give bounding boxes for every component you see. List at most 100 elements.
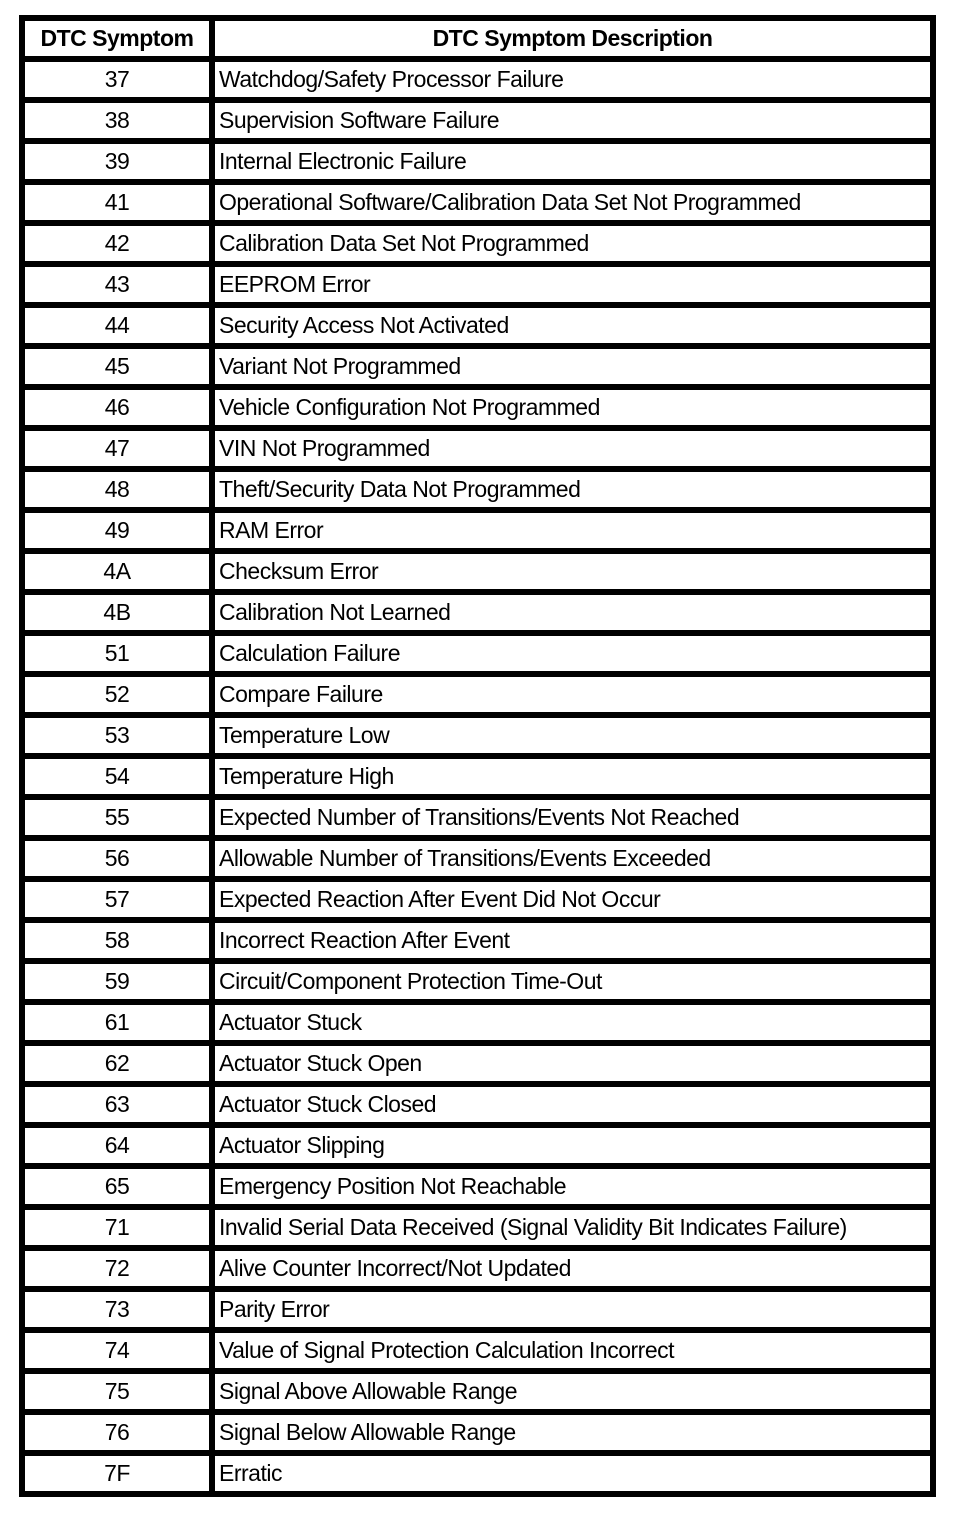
dtc-symptom-description: Compare Failure bbox=[209, 671, 936, 718]
table-row: 49 RAM Error bbox=[19, 507, 936, 554]
dtc-symptom-description: Allowable Number of Transitions/Events E… bbox=[209, 835, 936, 882]
dtc-symptom-description: Watchdog/Safety Processor Failure bbox=[209, 56, 936, 103]
table-row: 38 Supervision Software Failure bbox=[19, 97, 936, 144]
table-row: 53 Temperature Low bbox=[19, 712, 936, 759]
table-row: 45 Variant Not Programmed bbox=[19, 343, 936, 390]
dtc-symptom-description: Actuator Stuck bbox=[209, 999, 936, 1046]
table-row: 41 Operational Software/Calibration Data … bbox=[19, 179, 936, 226]
dtc-symptom-code: 54 bbox=[19, 753, 215, 800]
dtc-symptom-description: RAM Error bbox=[209, 507, 936, 554]
dtc-symptom-code: 76 bbox=[19, 1409, 215, 1456]
dtc-symptom-code: 57 bbox=[19, 876, 215, 923]
dtc-symptom-description: Actuator Stuck Closed bbox=[209, 1081, 936, 1128]
table-row: 4A Checksum Error bbox=[19, 548, 936, 595]
dtc-symptom-code: 49 bbox=[19, 507, 215, 554]
dtc-symptom-code: 45 bbox=[19, 343, 215, 390]
table-header-row: DTC Symptom DTC Symptom Description bbox=[19, 15, 936, 62]
table-row: 75 Signal Above Allowable Range bbox=[19, 1368, 936, 1415]
table-row: 48 Theft/Security Data Not Programmed bbox=[19, 466, 936, 513]
dtc-symptom-code: 4B bbox=[19, 589, 215, 636]
table-body: 37 Watchdog/Safety Processor Failure 38 Sup… bbox=[19, 56, 936, 1497]
table-row: 63 Actuator Stuck Closed bbox=[19, 1081, 936, 1128]
dtc-symptom-code: 42 bbox=[19, 220, 215, 267]
dtc-symptom-description: Supervision Software Failure bbox=[209, 97, 936, 144]
dtc-symptom-code: 58 bbox=[19, 917, 215, 964]
table-row: 76 Signal Below Allowable Range bbox=[19, 1409, 936, 1456]
table-row: 54 Temperature High bbox=[19, 753, 936, 800]
dtc-symptom-code: 61 bbox=[19, 999, 215, 1046]
dtc-symptom-description: Circuit/Component Protection Time-Out bbox=[209, 958, 936, 1005]
dtc-symptom-code: 74 bbox=[19, 1327, 215, 1374]
column-header-dtc-symptom: DTC Symptom bbox=[19, 15, 215, 62]
table-row: 61 Actuator Stuck bbox=[19, 999, 936, 1046]
dtc-symptom-description: Operational Software/Calibration Data Se… bbox=[209, 179, 936, 226]
dtc-symptom-description: Emergency Position Not Reachable bbox=[209, 1163, 936, 1210]
table-row: 52 Compare Failure bbox=[19, 671, 936, 718]
table-row: 56 Allowable Number of Transitions/Events… bbox=[19, 835, 936, 882]
dtc-symptom-description: Temperature Low bbox=[209, 712, 936, 759]
dtc-symptom-description: Vehicle Configuration Not Programmed bbox=[209, 384, 936, 431]
dtc-symptom-code: 37 bbox=[19, 56, 215, 103]
dtc-symptom-table: DTC Symptom DTC Symptom Description 37 Wa… bbox=[19, 15, 936, 1497]
dtc-symptom-description: Checksum Error bbox=[209, 548, 936, 595]
dtc-symptom-code: 62 bbox=[19, 1040, 215, 1087]
table-row: 74 Value of Signal Protection Calculation… bbox=[19, 1327, 936, 1374]
dtc-symptom-code: 75 bbox=[19, 1368, 215, 1415]
dtc-symptom-description: Theft/Security Data Not Programmed bbox=[209, 466, 936, 513]
dtc-symptom-code: 73 bbox=[19, 1286, 215, 1333]
dtc-symptom-code: 72 bbox=[19, 1245, 215, 1292]
dtc-symptom-description: Expected Number of Transitions/Events No… bbox=[209, 794, 936, 841]
dtc-symptom-code: 4A bbox=[19, 548, 215, 595]
dtc-symptom-description: Temperature High bbox=[209, 753, 936, 800]
dtc-symptom-description: Internal Electronic Failure bbox=[209, 138, 936, 185]
dtc-symptom-description: Expected Reaction After Event Did Not Oc… bbox=[209, 876, 936, 923]
table-row: 58 Incorrect Reaction After Event bbox=[19, 917, 936, 964]
table-row: 37 Watchdog/Safety Processor Failure bbox=[19, 56, 936, 103]
dtc-symptom-code: 7F bbox=[19, 1450, 215, 1497]
table-row: 59 Circuit/Component Protection Time-Out bbox=[19, 958, 936, 1005]
table-row: 47 VIN Not Programmed bbox=[19, 425, 936, 472]
dtc-symptom-description: Incorrect Reaction After Event bbox=[209, 917, 936, 964]
table-row: 72 Alive Counter Incorrect/Not Updated bbox=[19, 1245, 936, 1292]
dtc-symptom-description: Calibration Not Learned bbox=[209, 589, 936, 636]
dtc-symptom-description: Actuator Slipping bbox=[209, 1122, 936, 1169]
dtc-symptom-description: Erratic bbox=[209, 1450, 936, 1497]
dtc-symptom-description: Calculation Failure bbox=[209, 630, 936, 677]
dtc-symptom-code: 41 bbox=[19, 179, 215, 226]
dtc-symptom-code: 53 bbox=[19, 712, 215, 759]
dtc-symptom-code: 48 bbox=[19, 466, 215, 513]
dtc-symptom-description: VIN Not Programmed bbox=[209, 425, 936, 472]
table-row: 65 Emergency Position Not Reachable bbox=[19, 1163, 936, 1210]
table-row: 55 Expected Number of Transitions/Events … bbox=[19, 794, 936, 841]
dtc-symptom-code: 43 bbox=[19, 261, 215, 308]
table-row: 44 Security Access Not Activated bbox=[19, 302, 936, 349]
dtc-symptom-description: Calibration Data Set Not Programmed bbox=[209, 220, 936, 267]
table-row: 42 Calibration Data Set Not Programmed bbox=[19, 220, 936, 267]
dtc-symptom-code: 47 bbox=[19, 425, 215, 472]
table-row: 73 Parity Error bbox=[19, 1286, 936, 1333]
table-row: 4B Calibration Not Learned bbox=[19, 589, 936, 636]
table-row: 51 Calculation Failure bbox=[19, 630, 936, 677]
dtc-symptom-code: 55 bbox=[19, 794, 215, 841]
dtc-symptom-code: 52 bbox=[19, 671, 215, 718]
dtc-symptom-code: 63 bbox=[19, 1081, 215, 1128]
column-header-dtc-symptom-description: DTC Symptom Description bbox=[209, 15, 936, 62]
dtc-symptom-description: Invalid Serial Data Received (Signal Val… bbox=[209, 1204, 936, 1251]
dtc-symptom-description: Actuator Stuck Open bbox=[209, 1040, 936, 1087]
dtc-symptom-description: Alive Counter Incorrect/Not Updated bbox=[209, 1245, 936, 1292]
dtc-symptom-code: 59 bbox=[19, 958, 215, 1005]
dtc-symptom-code: 44 bbox=[19, 302, 215, 349]
dtc-symptom-code: 51 bbox=[19, 630, 215, 677]
dtc-symptom-description: Signal Below Allowable Range bbox=[209, 1409, 936, 1456]
dtc-symptom-code: 39 bbox=[19, 138, 215, 185]
dtc-symptom-description: Signal Above Allowable Range bbox=[209, 1368, 936, 1415]
table-row: 57 Expected Reaction After Event Did Not … bbox=[19, 876, 936, 923]
dtc-symptom-code: 64 bbox=[19, 1122, 215, 1169]
table-row: 71 Invalid Serial Data Received (Signal V… bbox=[19, 1204, 936, 1251]
dtc-symptom-code: 65 bbox=[19, 1163, 215, 1210]
table-row: 39 Internal Electronic Failure bbox=[19, 138, 936, 185]
dtc-symptom-description: Security Access Not Activated bbox=[209, 302, 936, 349]
dtc-symptom-description: EEPROM Error bbox=[209, 261, 936, 308]
table-row: 62 Actuator Stuck Open bbox=[19, 1040, 936, 1087]
dtc-symptom-code: 71 bbox=[19, 1204, 215, 1251]
